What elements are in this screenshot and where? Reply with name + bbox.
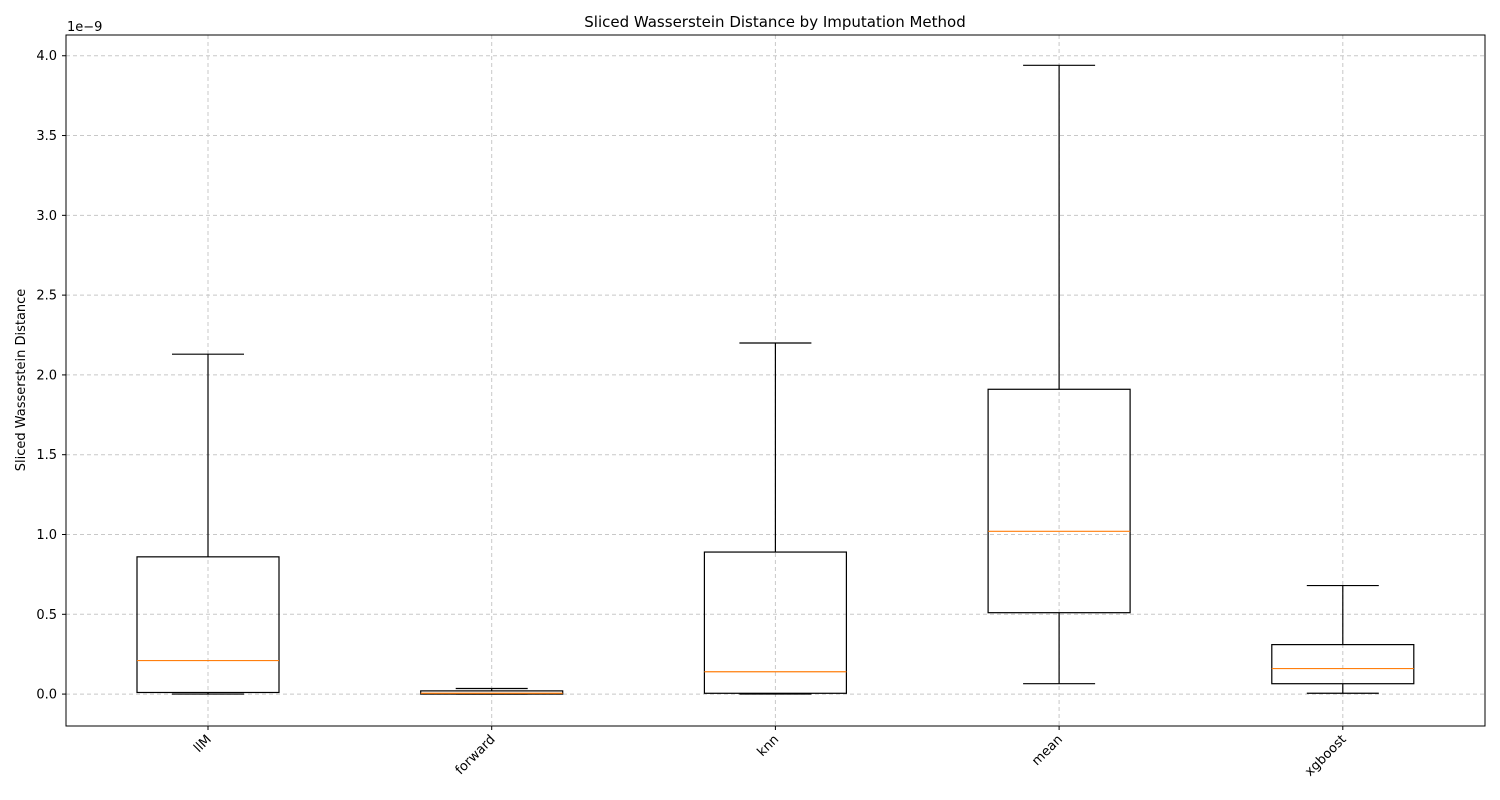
y-tick-label: 0.5: [36, 608, 57, 623]
y-tick-label: 3.5: [36, 129, 57, 144]
box-forward: [420, 687, 564, 695]
box-knn: [703, 342, 848, 695]
y-tick-label: 1.0: [36, 528, 57, 543]
chart-title: Sliced Wasserstein Distance by Imputatio…: [584, 13, 966, 31]
iqr-box: [1271, 644, 1415, 685]
box-mean: [987, 64, 1131, 685]
box-llM: [136, 353, 280, 695]
box-xgboost: [1271, 584, 1415, 694]
iqr-box: [987, 388, 1131, 614]
y-tick-label: 2.5: [36, 289, 57, 304]
y-tick-label: 4.0: [36, 49, 57, 64]
iqr-box: [420, 690, 564, 695]
y-tick-label: 3.0: [36, 209, 57, 224]
y-tick-label: 0.0: [36, 688, 57, 703]
iqr-box: [703, 551, 848, 694]
y-tick-label: 2.0: [36, 368, 57, 383]
box-layer: [136, 64, 1415, 695]
iqr-box: [136, 556, 280, 694]
y-scale-label: 1e−9: [67, 20, 102, 35]
y-tick-label: 1.5: [36, 448, 57, 463]
y-axis-label: Sliced Wasserstein Distance: [14, 289, 29, 472]
